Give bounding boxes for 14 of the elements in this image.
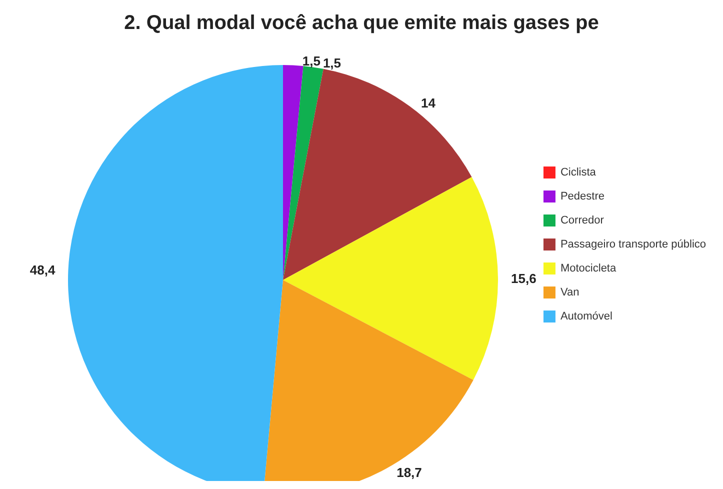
legend-label: Motocicleta <box>560 262 617 274</box>
legend-label: Ciclista <box>560 166 597 178</box>
chart-title: 2. Qual modal você acha que emite mais gases pe <box>124 12 599 34</box>
data-label: 15,6 <box>510 270 536 286</box>
data-label: 14 <box>421 96 436 111</box>
data-label: 1,5 <box>302 54 320 69</box>
data-label: 48,4 <box>30 262 56 278</box>
legend-label: Van <box>560 286 580 298</box>
legend-label: Passageiro transporte público <box>560 238 706 250</box>
legend-label: Corredor <box>560 214 604 226</box>
legend-label: Pedestre <box>560 190 604 202</box>
legend-label: Automóvel <box>560 310 612 322</box>
data-label: 1,5 <box>322 56 342 71</box>
data-label: 18,7 <box>396 464 422 480</box>
